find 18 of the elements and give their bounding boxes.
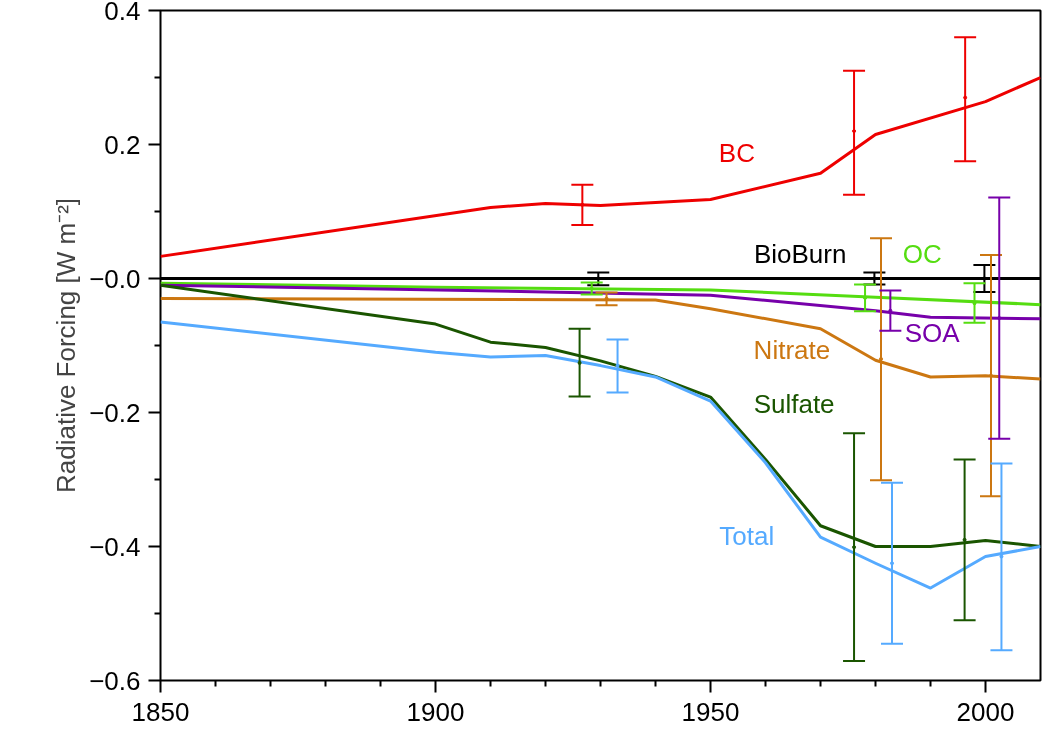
x-tick-label: 1950 [681, 696, 740, 727]
series-label: Sulfate [753, 388, 835, 419]
series-label: Nitrate [753, 334, 831, 365]
x-tick-label: 1900 [406, 696, 465, 727]
y-tick-label: −0.0 [89, 263, 141, 294]
y-axis-title: Radiative Forcing [W m⁻²] [51, 197, 82, 494]
x-tick-label: 2000 [956, 696, 1015, 727]
y-tick-label: 0.4 [104, 0, 141, 26]
series-label: BioBurn [753, 238, 847, 269]
series-label: Total [719, 520, 775, 551]
x-tick-label: 1850 [131, 696, 190, 727]
y-tick-label: −0.2 [89, 397, 141, 428]
y-tick-label: 0.2 [104, 129, 141, 160]
series-label: OC [902, 238, 942, 269]
series-label: BC [718, 138, 755, 169]
y-tick-label: −0.6 [89, 665, 141, 696]
series-label: SOA [904, 318, 961, 349]
y-tick-label: −0.4 [89, 531, 141, 562]
